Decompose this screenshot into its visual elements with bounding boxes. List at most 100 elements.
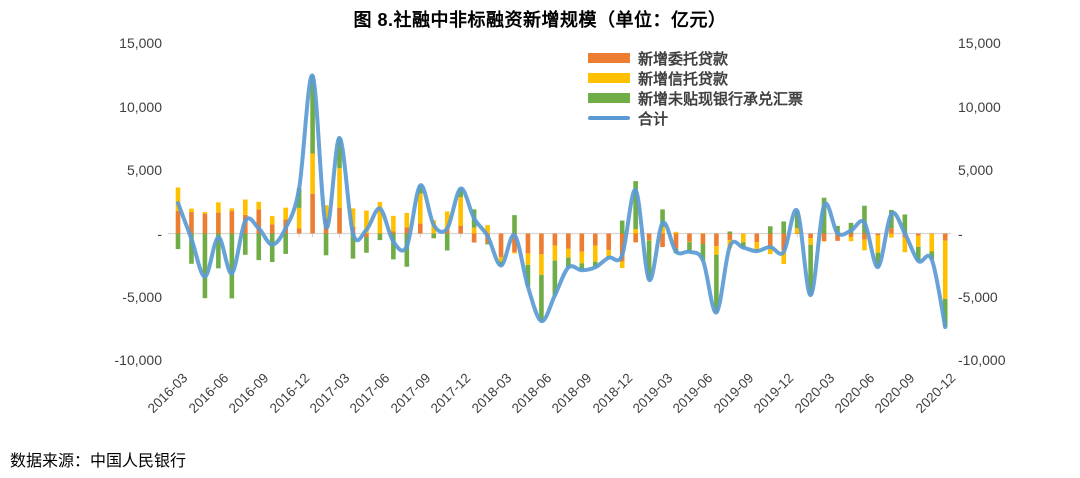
bar-segment [391,215,396,232]
y-tick-label-left: 10,000 [119,98,162,115]
bar-segment [862,233,867,240]
bar-segment [942,298,948,328]
bar-segment [673,231,679,234]
bar-segment [512,252,517,254]
entrusted-loans-swatch-icon [588,53,630,63]
bar-segment [189,212,194,234]
bar-segment [256,209,262,234]
legend-item-trust-loans: 新增信托贷款 [588,68,803,88]
bar-segment [781,250,786,265]
bar-segment [229,211,235,234]
bar-segment [808,233,813,239]
bar-segment [552,245,558,261]
bar-segment [310,75,315,154]
bar-segment [916,235,921,247]
bar-segment [889,233,894,238]
y-tick-label-left: -10,000 [114,352,162,369]
bar-segment [310,153,315,194]
bar-segment [808,238,813,245]
bar-segment [916,246,921,262]
bar-segment [646,240,652,280]
bar-segment [606,250,612,257]
bar-segment [942,240,948,299]
bar-segment [794,233,800,234]
bar-segment [216,233,221,269]
bar-segment [781,221,786,234]
bar-segment [175,187,181,211]
bar-segment [229,208,235,212]
legend-item-undiscounted-bills: 新增未贴现银行承兑汇票 [588,88,803,108]
bar-segment [592,245,598,262]
bar-segment [391,231,396,234]
bar-segment [687,242,692,252]
bar-segment [216,202,221,213]
bar-segment [566,233,571,249]
bar-segment [175,210,181,234]
bar-segment [458,188,463,198]
bar-segment [323,233,329,256]
bar-segment [767,245,773,255]
bar-segment [189,233,194,264]
bar-segment [269,233,275,263]
bar-segment [794,210,800,229]
legend-label: 新增未贴现银行承兑汇票 [638,90,804,108]
bar-segment [404,212,410,228]
bar-segment [539,274,544,322]
bar-segment [377,233,383,241]
bar-segment [700,233,706,245]
bar-segment [687,241,692,243]
bar-segment [566,257,571,268]
bar-segment [552,260,558,296]
bar-segment [835,233,840,241]
bar-segment [902,214,908,234]
bar-segment [794,228,800,234]
bar-segment [337,168,342,208]
bar-segment [714,254,719,313]
trust-loans-swatch-icon [588,73,630,83]
bar-segment [364,237,369,253]
bar-segment [458,197,463,226]
bar-segment [660,209,665,227]
bar-segment [458,225,463,234]
y-tick-label-left: -5,000 [122,288,162,305]
bar-segment [741,242,746,248]
bar-segment [606,233,612,251]
bar-segment [471,233,477,243]
y-tick-label-right: 5,000 [958,162,994,179]
bar-segment [646,233,652,240]
bar-segment [525,253,531,265]
bar-segment [700,244,706,261]
bar-segment [633,233,638,243]
bar-segment [364,210,369,234]
bar-segment [485,243,490,245]
bar-segment [404,227,410,234]
bar-segment [848,222,854,234]
bar-segment [512,233,517,253]
bar-segment [700,233,706,234]
bar-segment [727,233,733,240]
bar-segment [269,216,275,225]
y-tick-label-left: - [157,225,162,242]
legend-label: 新增委托贷款 [638,50,729,68]
y-tick-label-right: 15,000 [958,35,1001,52]
bar-segment [633,181,638,230]
bar-segment [202,233,208,299]
bar-segment [337,207,342,234]
bar-segment [323,205,329,219]
legend-item-entrusted-loans: 新增委托贷款 [588,48,803,68]
bar-segment [767,233,773,246]
bar-segment [862,239,867,251]
bar-segment [889,228,894,234]
bar-segment [741,233,746,234]
bar-segment [592,261,598,268]
total-line-swatch-icon [588,115,630,121]
bar-segment [471,227,477,234]
bar-segment [579,233,585,252]
bar-segment [821,233,827,241]
bar-segment [283,207,288,220]
bar-segment [310,193,315,234]
bar-segment [431,233,437,234]
bar-segment [875,233,881,236]
y-tick-label-right: - [958,225,963,242]
bar-segment [848,233,854,237]
